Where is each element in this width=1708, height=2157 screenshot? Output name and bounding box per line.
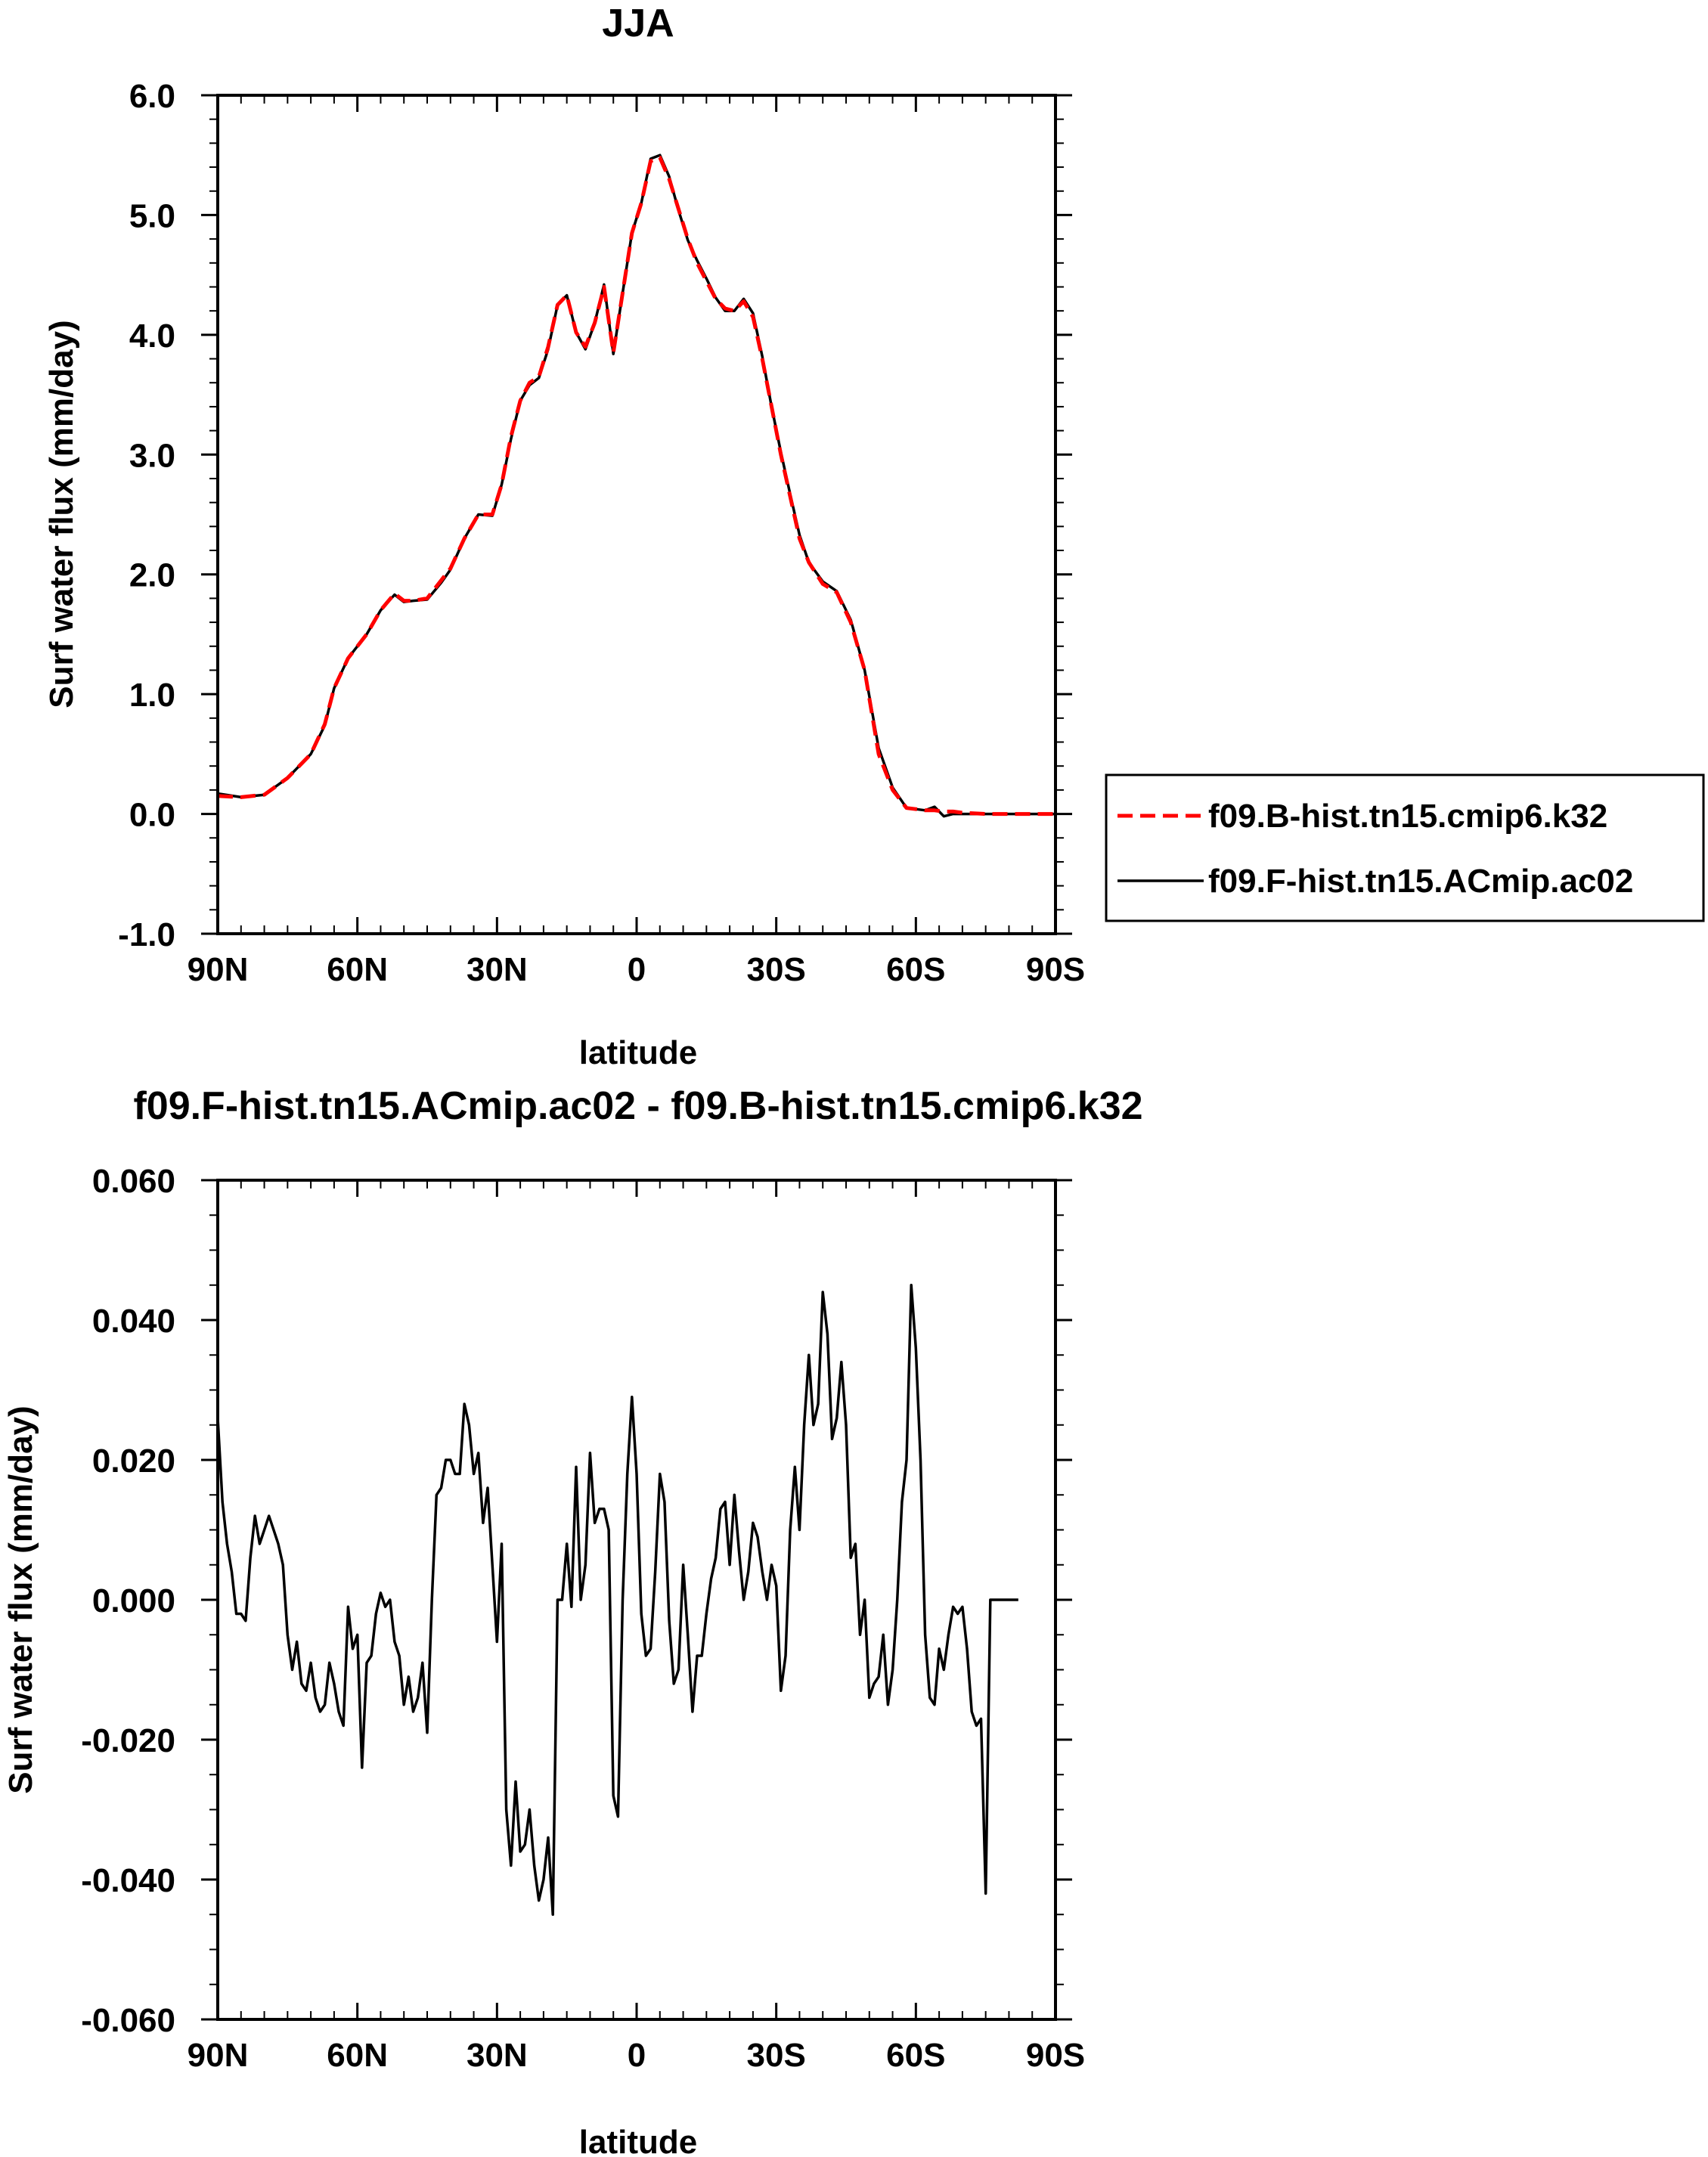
bottom-x-axis-label: latitude (579, 2124, 697, 2157)
x-tick-label: 60N (327, 951, 388, 988)
bottom-panel: f09.F-hist.tn15.ACmip.ac02 - f09.B-hist.… (2, 1084, 1143, 2157)
top-panel: JJA 90N 60N 30N 0 30S 60S 90S -1.0 0.0 1.0 2.0 3.0 4… (43, 2, 1705, 1071)
legend-frame (1105, 773, 1705, 922)
y-tick-label: -1.0 (118, 916, 175, 953)
y-tick-label: -0.040 (81, 1862, 175, 1899)
x-tick-label: 30S (747, 951, 806, 988)
y-tick-label: 3.0 (129, 437, 175, 474)
legend: f09.B-hist.tn15.cmip6.k32 f09.F-hist.tn1… (1105, 773, 1705, 922)
x-tick-label: 0 (628, 951, 646, 988)
x-tick-label: 30S (747, 2037, 806, 2074)
top-y-axis-label: Surf water flux (mm/day) (43, 320, 80, 708)
bottom-plot-frame (216, 1179, 1057, 2021)
x-tick-label: 90S (1026, 951, 1085, 988)
y-tick-label: 1.0 (129, 677, 175, 714)
x-tick-label: 90N (188, 951, 249, 988)
x-tick-label: 90N (188, 2037, 249, 2074)
y-tick-label: 0.060 (92, 1163, 175, 1200)
x-tick-label: 0 (628, 2037, 646, 2074)
y-tick-label: 2.0 (129, 557, 175, 594)
bottom-chart-title: f09.F-hist.tn15.ACmip.ac02 - f09.B-hist.… (133, 1084, 1142, 1128)
legend-label-b-hist: f09.B-hist.tn15.cmip6.k32 (1208, 798, 1607, 835)
y-tick-label: 0.000 (92, 1582, 175, 1619)
x-tick-label: 30N (467, 951, 528, 988)
series-line-0 (217, 155, 1055, 817)
x-tick-label: 30N (467, 2037, 528, 2074)
y-tick-label: 0.040 (92, 1303, 175, 1340)
bottom-y-axis-label: Surf water flux (mm/day) (2, 1405, 39, 1793)
series-line-1 (217, 153, 1055, 818)
series-line-0 (216, 1284, 1018, 1917)
y-tick-label: 6.0 (129, 78, 175, 115)
y-tick-label: 0.0 (129, 797, 175, 834)
bottom-ticks: 90N 60N 30N 0 30S 60S 90S -0.060 -0.040 -0.020 0.0… (81, 1163, 1085, 2074)
x-tick-label: 60S (886, 951, 945, 988)
bottom-series-lines (216, 1284, 1018, 1917)
y-tick-label: -0.020 (81, 1722, 175, 1759)
y-tick-label: 0.020 (92, 1443, 175, 1480)
top-ticks: 90N 60N 30N 0 30S 60S 90S -1.0 0.0 1.0 2.0 3.0 4.0 5.… (118, 78, 1085, 988)
x-tick-label: 60S (886, 2037, 945, 2074)
y-tick-label: 4.0 (129, 318, 175, 355)
legend-label-f-hist: f09.F-hist.tn15.ACmip.ac02 (1208, 863, 1633, 900)
x-tick-label: 60N (327, 2037, 388, 2074)
top-x-axis-label: latitude (579, 1034, 697, 1071)
top-chart-title: JJA (602, 2, 674, 45)
x-tick-label: 90S (1026, 2037, 1085, 2074)
top-series-lines (217, 153, 1055, 818)
y-tick-label: -0.060 (81, 2002, 175, 2039)
y-tick-label: 5.0 (129, 197, 175, 234)
